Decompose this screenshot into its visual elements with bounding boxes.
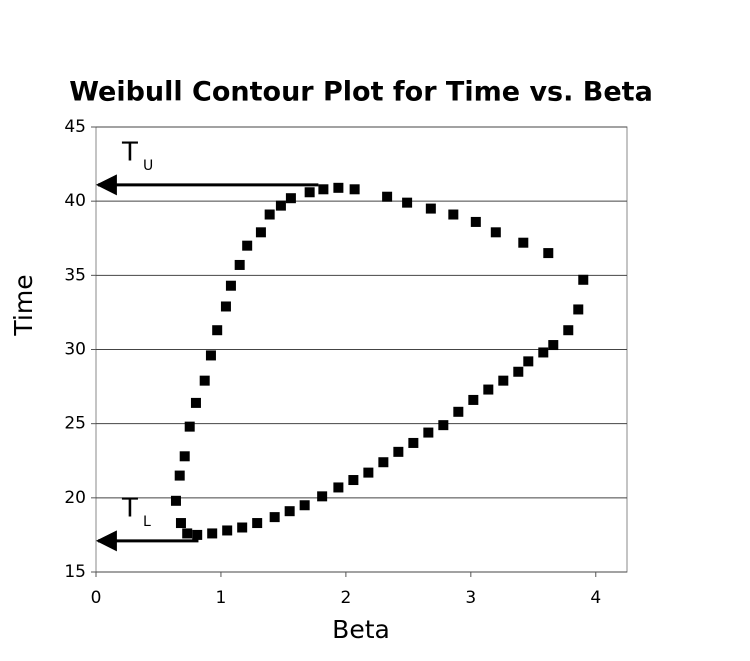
x-tick-label: 4 bbox=[590, 588, 601, 608]
point bbox=[490, 227, 501, 238]
point bbox=[299, 500, 310, 511]
x-tick-label: 1 bbox=[216, 588, 227, 608]
point bbox=[378, 457, 389, 468]
y-tick-label: 25 bbox=[64, 414, 86, 434]
y-axis-label: Time bbox=[9, 274, 38, 336]
point bbox=[438, 420, 449, 431]
point bbox=[578, 274, 589, 285]
point bbox=[170, 495, 181, 506]
point bbox=[179, 451, 190, 462]
point bbox=[175, 518, 186, 529]
point bbox=[363, 467, 374, 478]
point bbox=[333, 482, 344, 493]
point bbox=[207, 528, 218, 539]
point bbox=[252, 518, 263, 529]
point bbox=[548, 340, 559, 351]
point bbox=[393, 446, 404, 457]
x-axis-label: Beta bbox=[332, 615, 390, 644]
point bbox=[453, 406, 464, 417]
point bbox=[349, 184, 360, 195]
annotation-label: T bbox=[121, 137, 138, 167]
point bbox=[402, 197, 413, 208]
point bbox=[237, 522, 248, 533]
point bbox=[269, 512, 280, 523]
point bbox=[408, 437, 419, 448]
point bbox=[212, 325, 223, 336]
y-tick-label: 40 bbox=[64, 191, 86, 211]
y-tick-label: 35 bbox=[64, 265, 86, 285]
point bbox=[192, 529, 203, 540]
point bbox=[318, 184, 329, 195]
point bbox=[513, 366, 524, 377]
annotation-subscript: L bbox=[143, 514, 151, 530]
point bbox=[304, 187, 315, 198]
point bbox=[468, 394, 479, 405]
point bbox=[523, 356, 534, 367]
point bbox=[222, 525, 233, 536]
point bbox=[543, 248, 554, 259]
point bbox=[470, 216, 481, 227]
point bbox=[225, 280, 236, 291]
point bbox=[382, 191, 393, 202]
annotation-subscript: U bbox=[143, 158, 153, 174]
x-tick-label: 3 bbox=[465, 588, 476, 608]
point bbox=[483, 384, 494, 395]
point bbox=[425, 203, 436, 214]
point bbox=[205, 350, 216, 361]
point bbox=[220, 301, 231, 312]
point bbox=[242, 240, 253, 251]
point bbox=[563, 325, 574, 336]
point bbox=[234, 259, 245, 270]
point bbox=[264, 209, 275, 220]
point bbox=[284, 506, 295, 517]
annotation-label: T bbox=[121, 493, 138, 523]
point bbox=[317, 491, 328, 502]
point bbox=[174, 470, 185, 481]
chart-title: Weibull Contour Plot for Time vs. Beta bbox=[69, 77, 653, 108]
y-tick-label: 45 bbox=[64, 117, 86, 137]
point bbox=[538, 347, 549, 358]
y-tick-label: 20 bbox=[64, 488, 86, 508]
point bbox=[182, 528, 193, 539]
point bbox=[255, 227, 266, 238]
point bbox=[275, 200, 286, 211]
point bbox=[348, 475, 359, 486]
x-tick-label: 0 bbox=[91, 588, 102, 608]
point bbox=[498, 375, 509, 386]
point bbox=[423, 427, 434, 438]
point bbox=[285, 193, 296, 204]
point bbox=[190, 397, 201, 408]
point bbox=[448, 209, 459, 220]
point bbox=[518, 237, 529, 248]
point bbox=[184, 421, 195, 432]
y-tick-label: 15 bbox=[64, 562, 86, 582]
point bbox=[573, 304, 584, 315]
x-tick-label: 2 bbox=[340, 588, 351, 608]
y-tick-label: 30 bbox=[64, 340, 86, 360]
point bbox=[333, 182, 344, 193]
point bbox=[199, 375, 210, 386]
